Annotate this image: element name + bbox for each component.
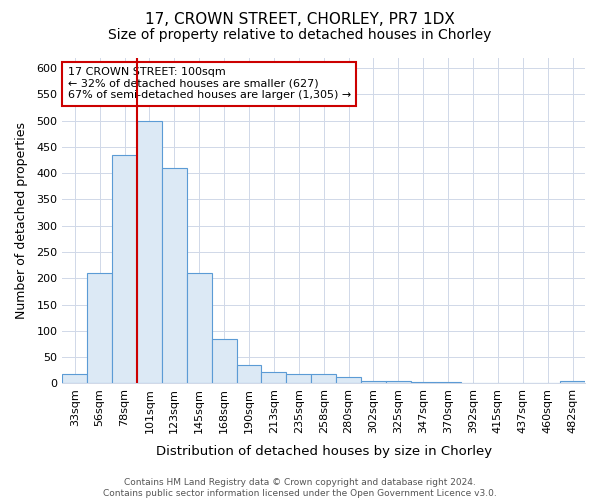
Text: 17, CROWN STREET, CHORLEY, PR7 1DX: 17, CROWN STREET, CHORLEY, PR7 1DX bbox=[145, 12, 455, 28]
Text: 17 CROWN STREET: 100sqm
← 32% of detached houses are smaller (627)
67% of semi-d: 17 CROWN STREET: 100sqm ← 32% of detache… bbox=[68, 68, 351, 100]
Bar bbox=[560, 381, 585, 384]
Bar bbox=[112, 154, 137, 384]
Bar bbox=[137, 120, 162, 384]
Bar bbox=[336, 377, 361, 384]
Bar bbox=[162, 168, 187, 384]
X-axis label: Distribution of detached houses by size in Chorley: Distribution of detached houses by size … bbox=[155, 444, 492, 458]
Bar bbox=[87, 273, 112, 384]
Bar bbox=[361, 381, 386, 384]
Text: Size of property relative to detached houses in Chorley: Size of property relative to detached ho… bbox=[109, 28, 491, 42]
Bar bbox=[212, 338, 236, 384]
Bar bbox=[436, 382, 461, 384]
Bar bbox=[411, 382, 436, 384]
Bar bbox=[461, 383, 485, 384]
Text: Contains HM Land Registry data © Crown copyright and database right 2024.
Contai: Contains HM Land Registry data © Crown c… bbox=[103, 478, 497, 498]
Bar bbox=[286, 374, 311, 384]
Bar bbox=[236, 365, 262, 384]
Bar bbox=[187, 273, 212, 384]
Bar bbox=[535, 383, 560, 384]
Bar bbox=[262, 372, 286, 384]
Bar bbox=[386, 382, 411, 384]
Bar bbox=[62, 374, 87, 384]
Y-axis label: Number of detached properties: Number of detached properties bbox=[15, 122, 28, 319]
Bar bbox=[311, 374, 336, 384]
Bar bbox=[511, 383, 535, 384]
Bar bbox=[485, 383, 511, 384]
